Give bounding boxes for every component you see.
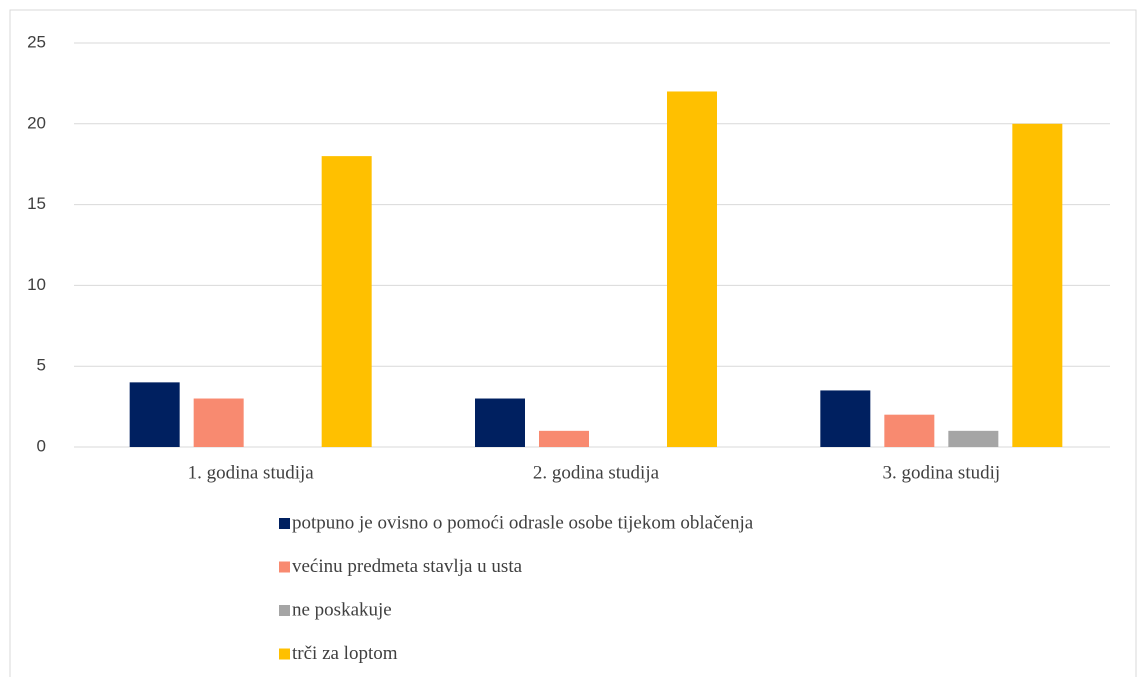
y-tick-label: 5	[37, 356, 46, 375]
y-tick-label: 10	[27, 275, 46, 294]
bar	[475, 398, 525, 447]
bar	[321, 156, 372, 447]
legend-swatch	[279, 605, 290, 616]
legend-swatch	[279, 561, 290, 573]
chart-frame	[9, 9, 1137, 677]
y-tick-label: 20	[27, 113, 46, 132]
legend-label: ne poskakuje	[292, 599, 392, 620]
bar	[539, 430, 589, 447]
y-tick-label: 0	[37, 436, 46, 455]
legend-label: većinu predmeta stavlja u usta	[292, 556, 523, 577]
legend-swatch	[279, 518, 290, 529]
bar	[884, 414, 935, 447]
legend-label: trči za loptom	[292, 643, 398, 664]
x-tick-label: 1. godina studija	[188, 462, 315, 483]
bar	[1012, 123, 1063, 448]
bar	[129, 382, 180, 447]
x-tick-label: 3. godina studij	[882, 462, 1000, 483]
legend-label: potpuno je ovisno o pomoći odrasle osobe…	[292, 512, 754, 533]
bar	[193, 398, 244, 447]
bar	[948, 430, 999, 447]
legend-swatch	[279, 648, 290, 660]
bar	[667, 91, 717, 447]
y-tick-label: 25	[27, 32, 46, 51]
bar	[820, 390, 871, 447]
y-tick-label: 15	[27, 194, 46, 213]
x-tick-label: 2. godina studija	[533, 462, 660, 483]
